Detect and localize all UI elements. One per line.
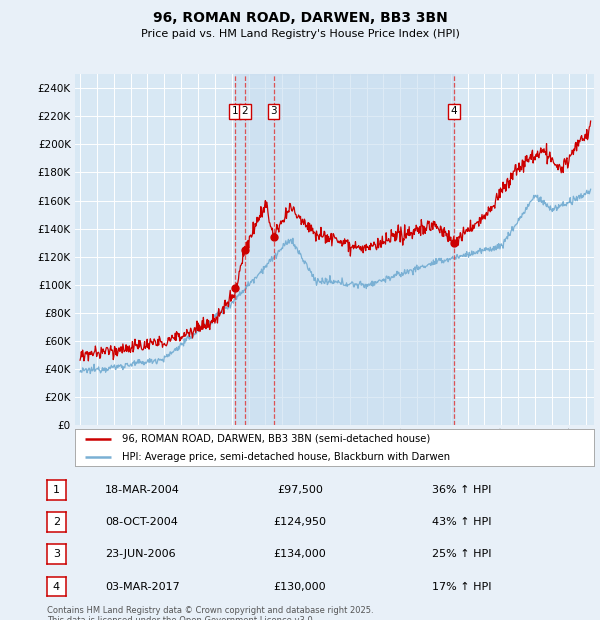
Text: £124,950: £124,950 — [274, 517, 326, 527]
Text: 25% ↑ HPI: 25% ↑ HPI — [432, 549, 491, 559]
Text: 17% ↑ HPI: 17% ↑ HPI — [432, 582, 491, 591]
Text: Contains HM Land Registry data © Crown copyright and database right 2025.
This d: Contains HM Land Registry data © Crown c… — [47, 606, 373, 620]
Text: £134,000: £134,000 — [274, 549, 326, 559]
Text: 2: 2 — [53, 517, 60, 527]
Text: 2: 2 — [241, 106, 248, 116]
Text: 08-OCT-2004: 08-OCT-2004 — [105, 517, 178, 527]
Text: 96, ROMAN ROAD, DARWEN, BB3 3BN: 96, ROMAN ROAD, DARWEN, BB3 3BN — [152, 11, 448, 25]
Text: 1: 1 — [53, 485, 60, 495]
Text: 4: 4 — [451, 106, 457, 116]
Text: 43% ↑ HPI: 43% ↑ HPI — [432, 517, 491, 527]
Text: 4: 4 — [53, 582, 60, 591]
Text: 96, ROMAN ROAD, DARWEN, BB3 3BN (semi-detached house): 96, ROMAN ROAD, DARWEN, BB3 3BN (semi-de… — [122, 434, 430, 444]
Text: Price paid vs. HM Land Registry's House Price Index (HPI): Price paid vs. HM Land Registry's House … — [140, 29, 460, 38]
Text: 23-JUN-2006: 23-JUN-2006 — [105, 549, 176, 559]
Text: 18-MAR-2004: 18-MAR-2004 — [105, 485, 180, 495]
Text: HPI: Average price, semi-detached house, Blackburn with Darwen: HPI: Average price, semi-detached house,… — [122, 453, 450, 463]
Text: £97,500: £97,500 — [277, 485, 323, 495]
Text: 36% ↑ HPI: 36% ↑ HPI — [432, 485, 491, 495]
Text: £130,000: £130,000 — [274, 582, 326, 591]
Bar — [235, 74, 454, 425]
Text: 3: 3 — [53, 549, 60, 559]
Text: 1: 1 — [232, 106, 239, 116]
Text: 03-MAR-2017: 03-MAR-2017 — [105, 582, 180, 591]
Text: 3: 3 — [270, 106, 277, 116]
